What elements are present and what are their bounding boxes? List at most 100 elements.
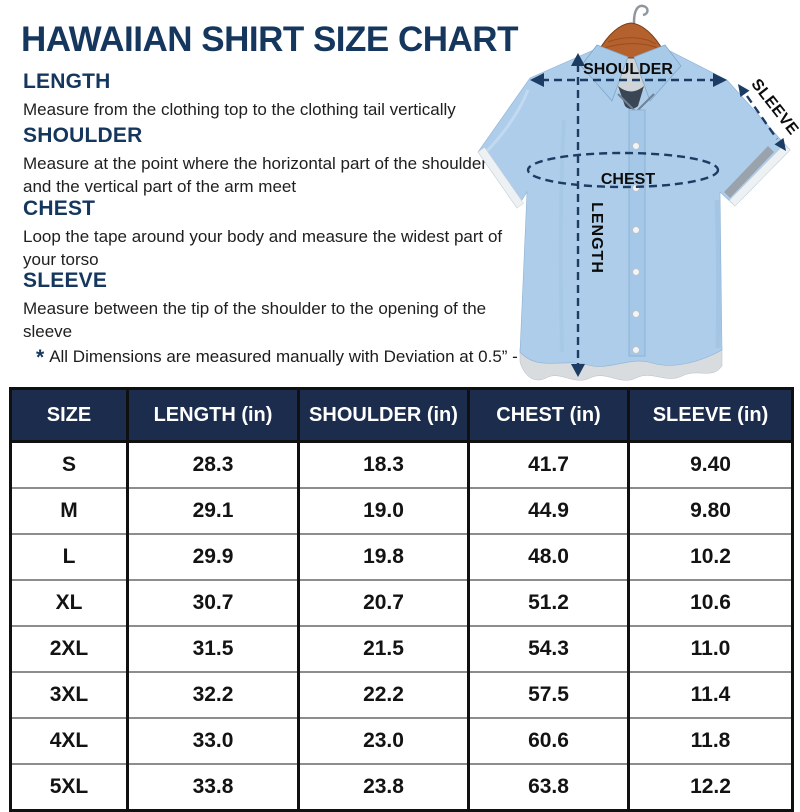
fold-shading [484, 89, 530, 154]
length-measure-label: LENGTH [588, 202, 605, 274]
value-cell: 11.8 [627, 717, 793, 764]
value-cell: 48.0 [467, 533, 629, 580]
button [632, 142, 640, 150]
definition-length: LENGTH Measure from the clothing top to … [23, 70, 507, 121]
definition-term: LENGTH [23, 70, 111, 93]
chest-measure-ellipse [526, 151, 720, 189]
table-row: M 29.1 19.0 44.9 9.80 [10, 487, 793, 534]
right-cuff-inner-shadow [724, 146, 774, 198]
table-row: 2XL 31.5 21.5 54.3 11.0 [10, 625, 793, 672]
column-header: CHEST (in) [467, 388, 629, 443]
value-cell: 10.2 [627, 533, 793, 580]
button [632, 310, 640, 318]
definition-description: Loop the tape around your body and measu… [23, 227, 503, 269]
size-chart-table: SIZE LENGTH (in) SHOULDER (in) CHEST (in) SL… [9, 387, 794, 812]
arrowhead-right [713, 73, 727, 87]
definition-description: Measure at the point where the horizonta… [23, 154, 488, 196]
table-row: XL 30.7 20.7 51.2 10.6 [10, 579, 793, 626]
value-cell: 18.3 [297, 441, 469, 488]
column-header: SIZE [10, 388, 128, 443]
definition-description: Measure between the tip of the shoulder … [23, 299, 487, 341]
hanger-wood-grain [603, 37, 661, 50]
value-cell: 20.7 [297, 579, 469, 626]
value-cell: 57.5 [467, 671, 629, 718]
inner-collar-shadow [618, 86, 644, 109]
value-cell: 29.9 [126, 533, 299, 580]
definition-term: CHEST [23, 197, 96, 220]
column-header: SLEEVE (in) [627, 388, 793, 443]
hanger-bar [597, 22, 665, 59]
button [632, 268, 640, 276]
value-cell: 11.4 [627, 671, 793, 718]
column-header: LENGTH (in) [126, 388, 299, 443]
value-cell: 21.5 [297, 625, 469, 672]
measurement-deviation-note: * All Dimensions are measured manually wi… [36, 346, 538, 370]
table-row: 4XL 33.0 23.0 60.6 11.8 [10, 717, 793, 764]
sleeve-dashed-line [746, 95, 778, 140]
shirt-measurement-diagram: SHOULDER LENGTH CHEST SLEEVE [477, 4, 800, 381]
value-cell: 28.3 [126, 441, 299, 488]
value-cell: 33.8 [126, 763, 299, 811]
value-cell: 19.0 [297, 487, 469, 534]
value-cell: 23.8 [297, 763, 469, 811]
value-cell: 9.40 [627, 441, 793, 488]
button [632, 226, 640, 234]
sleeve-measure-arrow [738, 84, 786, 151]
definition-sleeve: SLEEVE Measure between the tip of the sh… [23, 269, 507, 343]
definition-term: SLEEVE [23, 269, 108, 292]
size-cell: XL [10, 579, 128, 626]
value-cell: 10.6 [627, 579, 793, 626]
table-row: 3XL 32.2 22.2 57.5 11.4 [10, 671, 793, 718]
button [632, 346, 640, 354]
size-cell: 5XL [10, 763, 128, 811]
hanger-hook [632, 4, 649, 30]
value-cell: 11.0 [627, 625, 793, 672]
definition-description: Measure from the clothing top to the clo… [23, 100, 456, 119]
value-cell: 51.2 [467, 579, 629, 626]
chest-measure-label: CHEST [601, 171, 655, 188]
definition-shoulder: SHOULDER Measure at the point where the … [23, 124, 507, 198]
arrowhead-left [530, 73, 544, 87]
collar-right-flap [633, 44, 682, 102]
length-measure-arrow [571, 53, 585, 377]
definition-term: SHOULDER [23, 124, 143, 147]
value-cell: 60.6 [467, 717, 629, 764]
size-cell: 3XL [10, 671, 128, 718]
table-row: L 29.9 19.8 48.0 10.2 [10, 533, 793, 580]
page-title: HAWAIIAN SHIRT SIZE CHART [21, 20, 518, 59]
value-cell: 54.3 [467, 625, 629, 672]
value-cell: 23.0 [297, 717, 469, 764]
value-cell: 41.7 [467, 441, 629, 488]
arrowhead-down [571, 364, 585, 377]
size-cell: 4XL [10, 717, 128, 764]
value-cell: 63.8 [467, 763, 629, 811]
size-cell: 2XL [10, 625, 128, 672]
value-cell: 22.2 [297, 671, 469, 718]
note-text: All Dimensions are measured manually wit… [49, 347, 538, 366]
fold-shading [558, 119, 566, 353]
size-cell: L [10, 533, 128, 580]
arrowhead-up [571, 53, 585, 66]
table-header-row: SIZE LENGTH (in) SHOULDER (in) CHEST (in) SL… [10, 388, 793, 443]
size-cell: M [10, 487, 128, 534]
arrowhead-downright [774, 138, 786, 151]
value-cell: 12.2 [627, 763, 793, 811]
shoulder-measure-label: SHOULDER [583, 61, 673, 78]
definition-chest: CHEST Loop the tape around your body and… [23, 197, 507, 271]
shoulder-measure-arrow [530, 73, 727, 87]
value-cell: 31.5 [126, 625, 299, 672]
value-cell: 9.80 [627, 487, 793, 534]
asterisk-marker: * [36, 346, 45, 369]
hanger-icon [597, 4, 665, 59]
value-cell: 33.0 [126, 717, 299, 764]
value-cell: 32.2 [126, 671, 299, 718]
value-cell: 29.1 [126, 487, 299, 534]
table-row: S 28.3 18.3 41.7 9.40 [10, 441, 793, 488]
size-cell: S [10, 441, 128, 488]
right-cuff-trim [728, 144, 791, 207]
collar-left-flap [580, 44, 629, 102]
left-cuff-trim [477, 147, 524, 209]
column-header: SHOULDER (in) [297, 388, 469, 443]
shirt-buttons [632, 142, 640, 354]
fold-shading [714, 199, 722, 349]
